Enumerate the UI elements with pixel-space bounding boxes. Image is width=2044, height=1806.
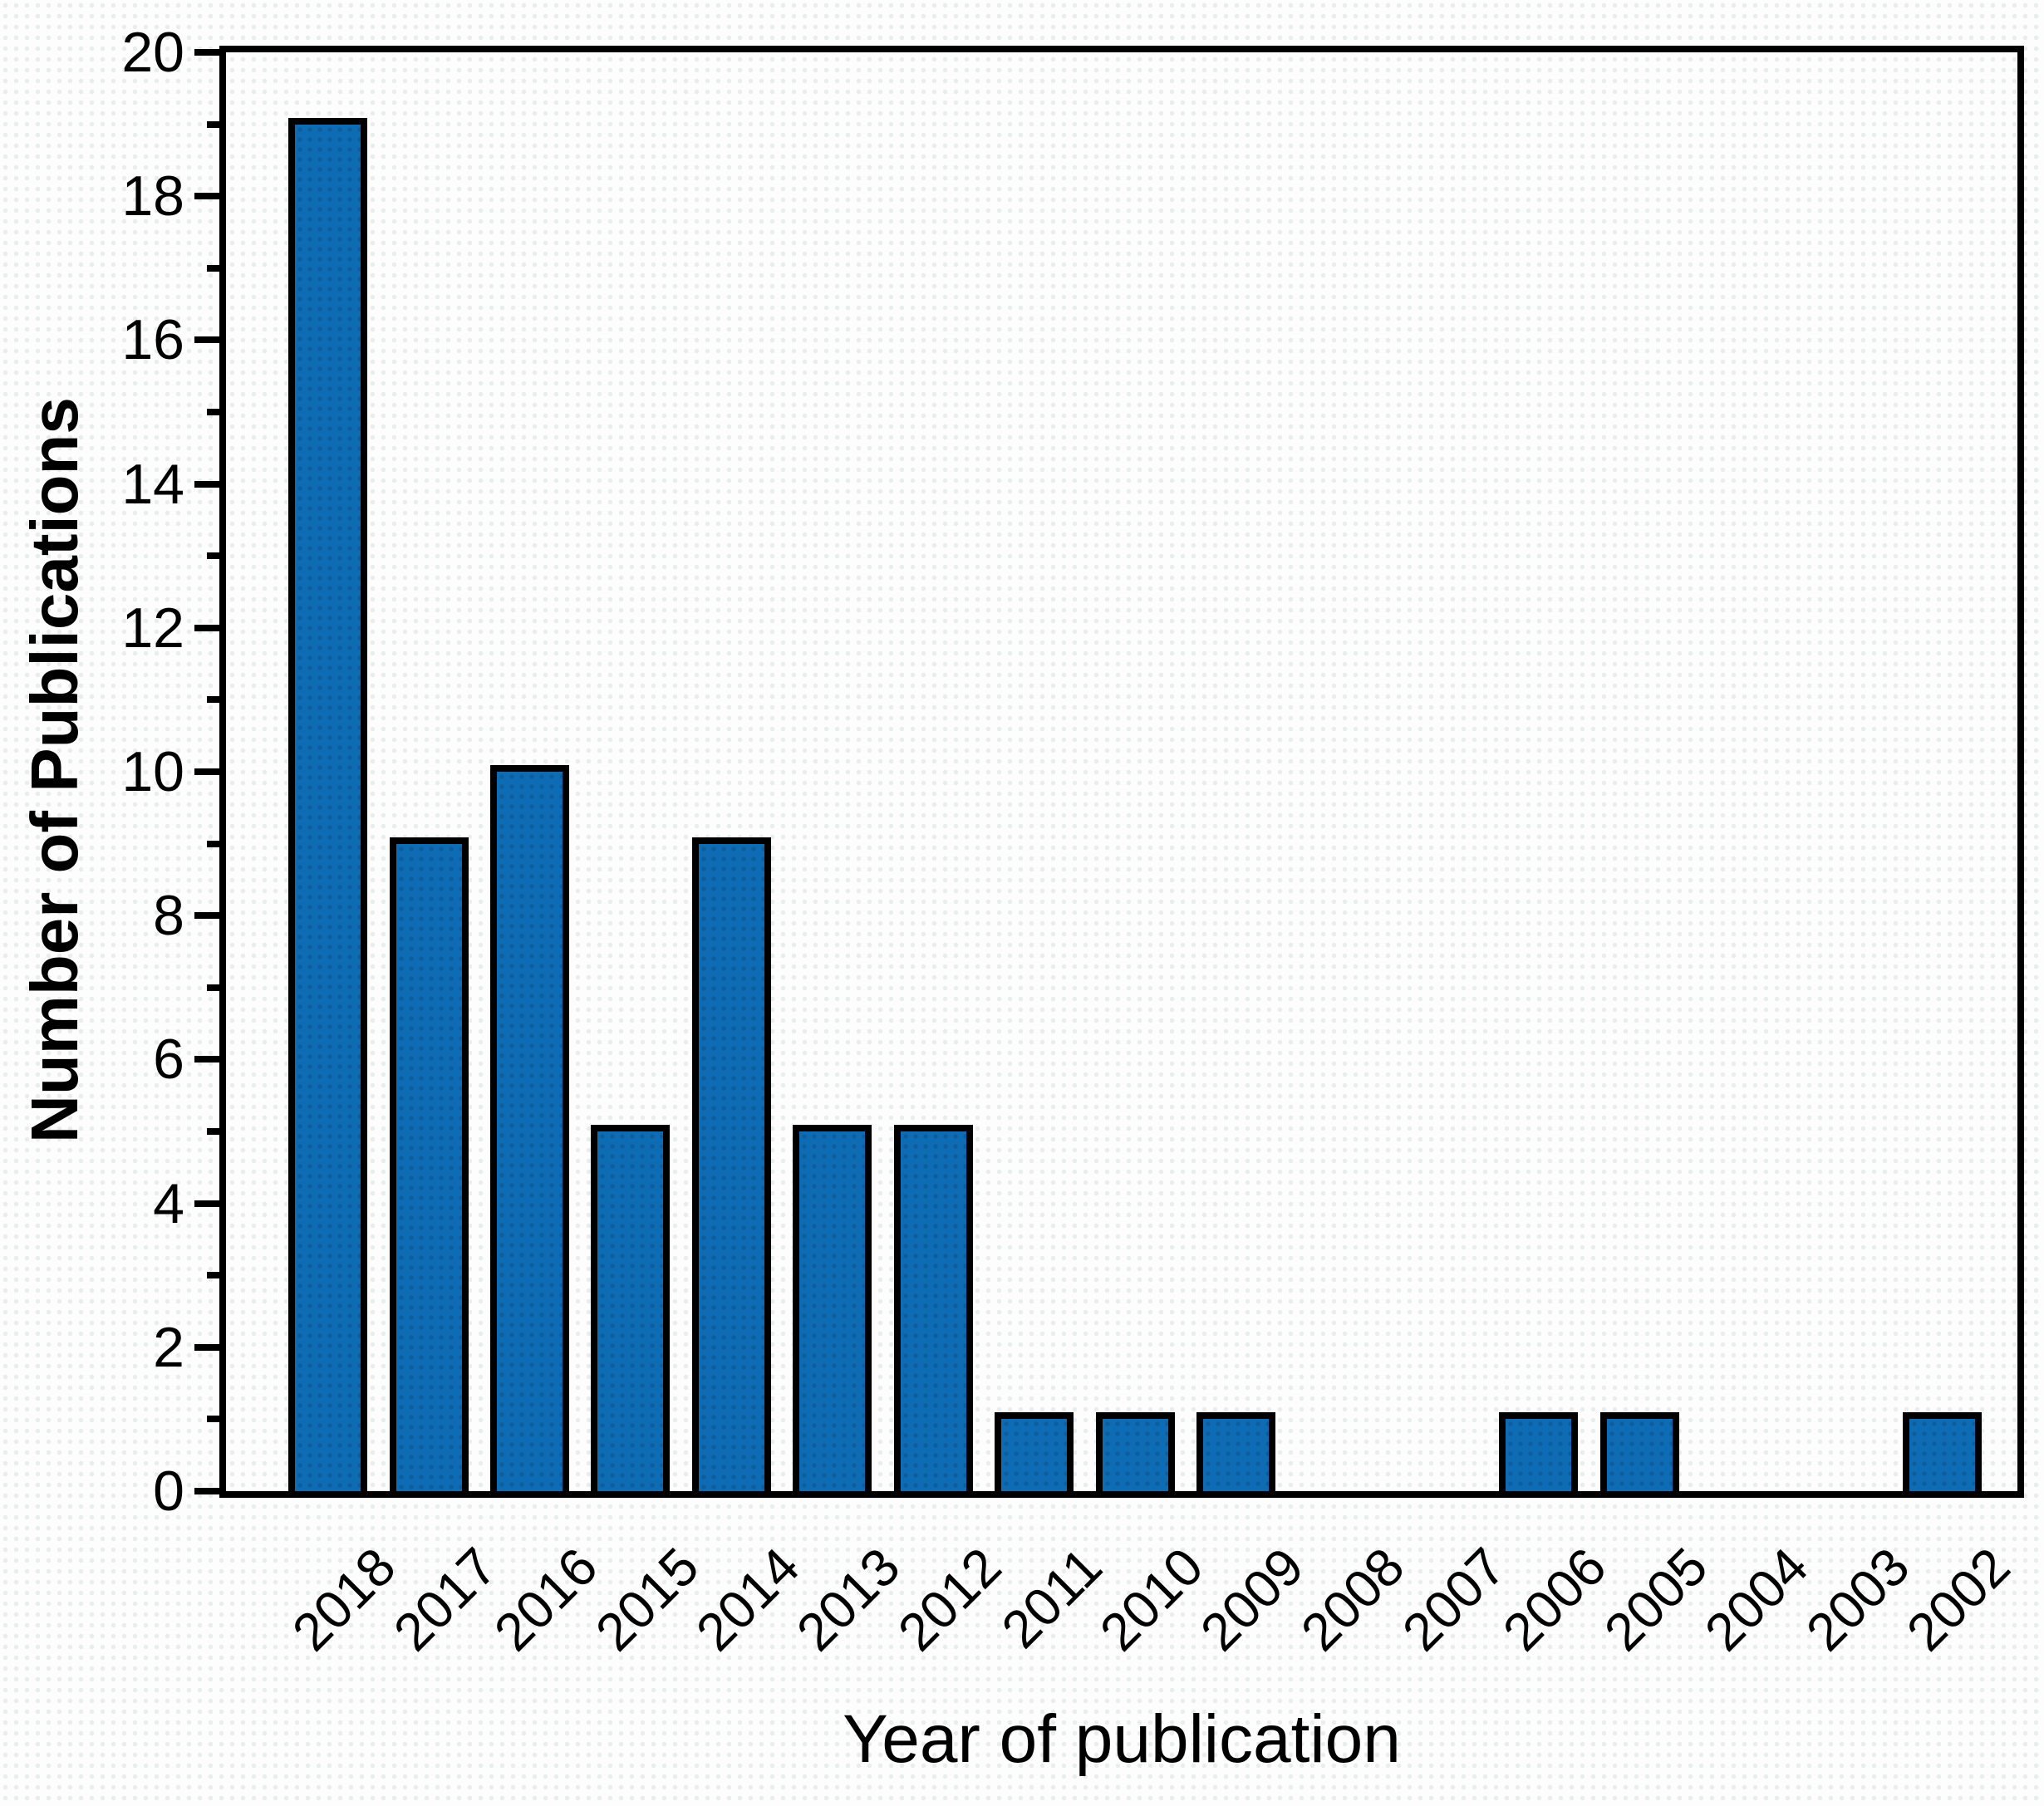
x-tick-label-2006: 2006: [1491, 1536, 1618, 1662]
x-tick-label-2015: 2015: [583, 1536, 710, 1662]
y-minor-tick-5: [207, 1128, 219, 1135]
y-major-tick-16: [194, 336, 219, 343]
bar-2018: [288, 118, 368, 1491]
x-tick-label-2008: 2008: [1290, 1536, 1417, 1662]
y-minor-tick-15: [207, 409, 219, 415]
bar-2014: [691, 837, 771, 1491]
y-major-tick-4: [194, 1200, 219, 1207]
y-major-tick-12: [194, 625, 219, 631]
y-tick-label-20: 20: [121, 21, 184, 84]
y-tick-label-14: 14: [121, 453, 184, 516]
y-tick-label-0: 0: [153, 1460, 184, 1523]
bar-2017: [389, 837, 469, 1491]
y-major-tick-10: [194, 768, 219, 775]
bar-2006: [1499, 1412, 1579, 1491]
plot-area: [219, 46, 2024, 1498]
x-tick-label-2016: 2016: [483, 1536, 609, 1662]
x-tick-label-2005: 2005: [1592, 1536, 1719, 1662]
x-tick-label-2009: 2009: [1189, 1536, 1315, 1662]
y-major-tick-6: [194, 1056, 219, 1062]
y-tick-label-6: 6: [153, 1028, 184, 1091]
y-minor-tick-3: [207, 1272, 219, 1278]
bar-2010: [1095, 1412, 1175, 1491]
y-minor-tick-1: [207, 1416, 219, 1422]
x-tick-label-2010: 2010: [1088, 1536, 1215, 1662]
x-tick-label-2013: 2013: [785, 1536, 912, 1662]
bar-2002: [1902, 1412, 1982, 1491]
bar-2013: [793, 1125, 872, 1491]
y-tick-label-18: 18: [121, 164, 184, 228]
bar-2011: [995, 1412, 1074, 1491]
bar-2016: [490, 765, 569, 1491]
y-minor-tick-13: [207, 552, 219, 559]
y-major-tick-0: [194, 1488, 219, 1494]
y-minor-tick-19: [207, 121, 219, 128]
x-tick-label-2002: 2002: [1894, 1536, 2022, 1662]
y-major-tick-14: [194, 481, 219, 488]
x-tick-label-2007: 2007: [1390, 1536, 1517, 1662]
bar-2009: [1196, 1412, 1275, 1491]
y-minor-tick-7: [207, 984, 219, 991]
bar-2015: [591, 1125, 671, 1491]
x-tick-label-2014: 2014: [685, 1536, 811, 1662]
y-tick-label-10: 10: [121, 740, 184, 803]
y-major-tick-2: [194, 1344, 219, 1351]
y-axis-title: Number of Publications: [17, 397, 91, 1143]
x-tick-label-2012: 2012: [886, 1536, 1013, 1662]
y-tick-label-12: 12: [121, 596, 184, 660]
x-tick-label-2018: 2018: [281, 1536, 407, 1662]
y-major-tick-20: [194, 49, 219, 56]
x-tick-label-2003: 2003: [1794, 1536, 1921, 1662]
x-axis-title: Year of publication: [843, 1701, 1401, 1777]
bar-2012: [893, 1125, 973, 1491]
y-tick-label-4: 4: [153, 1172, 184, 1235]
y-minor-tick-17: [207, 265, 219, 272]
y-major-tick-8: [194, 912, 219, 919]
y-major-tick-18: [194, 193, 219, 199]
x-tick-label-2011: 2011: [990, 1536, 1113, 1660]
y-minor-tick-11: [207, 696, 219, 703]
x-tick-label-2004: 2004: [1693, 1536, 1820, 1662]
y-minor-tick-9: [207, 841, 219, 847]
y-tick-label-8: 8: [153, 884, 184, 947]
bar-2005: [1599, 1412, 1679, 1491]
y-tick-label-16: 16: [121, 308, 184, 371]
x-tick-label-2017: 2017: [381, 1536, 509, 1662]
y-tick-label-2: 2: [153, 1316, 184, 1379]
